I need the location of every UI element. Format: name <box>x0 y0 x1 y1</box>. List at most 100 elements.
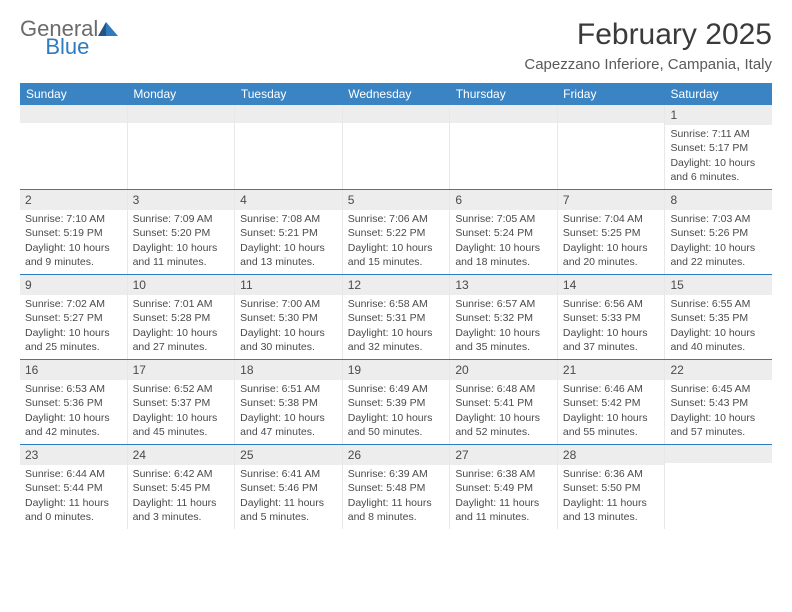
weekday-header: Saturday <box>665 83 772 105</box>
day-info-line: Daylight: 10 hours <box>563 241 660 255</box>
day-number: 27 <box>450 445 557 465</box>
day-info: Sunrise: 6:49 AMSunset: 5:39 PMDaylight:… <box>348 382 445 439</box>
day-info-line: Daylight: 11 hours <box>348 496 445 510</box>
day-info-line: Daylight: 11 hours <box>563 496 660 510</box>
day-info-line: Sunrise: 6:44 AM <box>25 467 122 481</box>
day-info: Sunrise: 7:04 AMSunset: 5:25 PMDaylight:… <box>563 212 660 269</box>
day-info-line: and 52 minutes. <box>455 425 552 439</box>
day-info: Sunrise: 7:00 AMSunset: 5:30 PMDaylight:… <box>240 297 337 354</box>
day-info-line: Daylight: 10 hours <box>240 241 337 255</box>
weekday-header: Tuesday <box>235 83 342 105</box>
day-info-line: Sunrise: 6:48 AM <box>455 382 552 396</box>
calendar-table: SundayMondayTuesdayWednesdayThursdayFrid… <box>20 83 772 529</box>
day-info: Sunrise: 6:38 AMSunset: 5:49 PMDaylight:… <box>455 467 552 524</box>
weekday-header-row: SundayMondayTuesdayWednesdayThursdayFrid… <box>20 83 772 105</box>
day-info-line: Sunset: 5:35 PM <box>670 311 767 325</box>
day-number: 14 <box>558 275 665 295</box>
day-info-line: Sunset: 5:28 PM <box>133 311 230 325</box>
day-info-line: and 6 minutes. <box>670 170 767 184</box>
day-info-line: Sunrise: 6:42 AM <box>133 467 230 481</box>
day-info-line: Sunrise: 6:58 AM <box>348 297 445 311</box>
day-cell: 4Sunrise: 7:08 AMSunset: 5:21 PMDaylight… <box>235 190 343 274</box>
day-info-line: Sunrise: 6:39 AM <box>348 467 445 481</box>
weekday-header: Thursday <box>450 83 557 105</box>
day-number: 13 <box>450 275 557 295</box>
day-info-line: Sunset: 5:50 PM <box>563 481 660 495</box>
day-cell: 10Sunrise: 7:01 AMSunset: 5:28 PMDayligh… <box>128 275 236 359</box>
day-info-line: Sunset: 5:48 PM <box>348 481 445 495</box>
day-info-line: Daylight: 11 hours <box>455 496 552 510</box>
day-number: 12 <box>343 275 450 295</box>
day-number: 8 <box>665 190 772 210</box>
day-info-line: Daylight: 11 hours <box>133 496 230 510</box>
day-info-line: and 47 minutes. <box>240 425 337 439</box>
day-info: Sunrise: 6:48 AMSunset: 5:41 PMDaylight:… <box>455 382 552 439</box>
day-info-line: Daylight: 10 hours <box>133 326 230 340</box>
day-number <box>128 105 235 123</box>
day-info-line: and 3 minutes. <box>133 510 230 524</box>
day-info-line: Sunrise: 7:10 AM <box>25 212 122 226</box>
logo-text: General Blue <box>20 18 167 40</box>
day-info-line: Sunset: 5:26 PM <box>670 226 767 240</box>
day-info-line: Daylight: 11 hours <box>240 496 337 510</box>
day-info-line: Daylight: 10 hours <box>240 326 337 340</box>
day-info-line: Sunrise: 7:09 AM <box>133 212 230 226</box>
day-info-line: Sunrise: 6:36 AM <box>563 467 660 481</box>
day-cell: 17Sunrise: 6:52 AMSunset: 5:37 PMDayligh… <box>128 360 236 444</box>
day-info: Sunrise: 6:53 AMSunset: 5:36 PMDaylight:… <box>25 382 122 439</box>
day-number: 25 <box>235 445 342 465</box>
day-info-line: Sunrise: 7:06 AM <box>348 212 445 226</box>
day-info-line: Sunset: 5:20 PM <box>133 226 230 240</box>
day-info-line: Daylight: 10 hours <box>670 326 767 340</box>
day-info-line: and 40 minutes. <box>670 340 767 354</box>
day-info-line: and 8 minutes. <box>348 510 445 524</box>
day-info-line: Sunrise: 7:01 AM <box>133 297 230 311</box>
day-info: Sunrise: 6:44 AMSunset: 5:44 PMDaylight:… <box>25 467 122 524</box>
day-info-line: Sunset: 5:19 PM <box>25 226 122 240</box>
day-number: 18 <box>235 360 342 380</box>
day-info-line: and 32 minutes. <box>348 340 445 354</box>
day-info-line: and 45 minutes. <box>133 425 230 439</box>
day-info-line: Daylight: 10 hours <box>348 241 445 255</box>
day-info-line: Daylight: 10 hours <box>563 411 660 425</box>
day-info-line: Sunset: 5:32 PM <box>455 311 552 325</box>
day-info: Sunrise: 7:03 AMSunset: 5:26 PMDaylight:… <box>670 212 767 269</box>
day-info-line: Sunrise: 6:55 AM <box>670 297 767 311</box>
day-info-line: and 55 minutes. <box>563 425 660 439</box>
day-info-line: Sunset: 5:42 PM <box>563 396 660 410</box>
day-info: Sunrise: 6:52 AMSunset: 5:37 PMDaylight:… <box>133 382 230 439</box>
day-info-line: Sunrise: 6:52 AM <box>133 382 230 396</box>
day-info-line: and 22 minutes. <box>670 255 767 269</box>
day-cell: 8Sunrise: 7:03 AMSunset: 5:26 PMDaylight… <box>665 190 772 274</box>
day-info: Sunrise: 7:08 AMSunset: 5:21 PMDaylight:… <box>240 212 337 269</box>
day-number: 7 <box>558 190 665 210</box>
day-cell: 16Sunrise: 6:53 AMSunset: 5:36 PMDayligh… <box>20 360 128 444</box>
header-region: General Blue February 2025 Capezzano Inf… <box>20 18 772 73</box>
day-number: 21 <box>558 360 665 380</box>
day-info-line: Sunrise: 7:03 AM <box>670 212 767 226</box>
day-info-line: and 13 minutes. <box>563 510 660 524</box>
day-info: Sunrise: 6:56 AMSunset: 5:33 PMDaylight:… <box>563 297 660 354</box>
day-info-line: Sunset: 5:25 PM <box>563 226 660 240</box>
day-info-line: Sunset: 5:41 PM <box>455 396 552 410</box>
day-cell: 7Sunrise: 7:04 AMSunset: 5:25 PMDaylight… <box>558 190 666 274</box>
day-info: Sunrise: 7:10 AMSunset: 5:19 PMDaylight:… <box>25 212 122 269</box>
day-info-line: Sunset: 5:22 PM <box>348 226 445 240</box>
day-info-line: and 42 minutes. <box>25 425 122 439</box>
day-cell: 9Sunrise: 7:02 AMSunset: 5:27 PMDaylight… <box>20 275 128 359</box>
day-cell: 26Sunrise: 6:39 AMSunset: 5:48 PMDayligh… <box>343 445 451 529</box>
day-info-line: Sunset: 5:37 PM <box>133 396 230 410</box>
location-subtitle: Capezzano Inferiore, Campania, Italy <box>524 56 772 73</box>
day-cell: 21Sunrise: 6:46 AMSunset: 5:42 PMDayligh… <box>558 360 666 444</box>
day-cell: 23Sunrise: 6:44 AMSunset: 5:44 PMDayligh… <box>20 445 128 529</box>
day-info-line: and 11 minutes. <box>455 510 552 524</box>
day-info-line: Sunset: 5:45 PM <box>133 481 230 495</box>
logo: General Blue <box>20 18 167 40</box>
day-cell <box>128 105 236 189</box>
day-info-line: Sunset: 5:30 PM <box>240 311 337 325</box>
day-info: Sunrise: 6:46 AMSunset: 5:42 PMDaylight:… <box>563 382 660 439</box>
day-cell: 13Sunrise: 6:57 AMSunset: 5:32 PMDayligh… <box>450 275 558 359</box>
day-info-line: and 25 minutes. <box>25 340 122 354</box>
day-info-line: Daylight: 10 hours <box>348 411 445 425</box>
day-number <box>558 105 665 123</box>
